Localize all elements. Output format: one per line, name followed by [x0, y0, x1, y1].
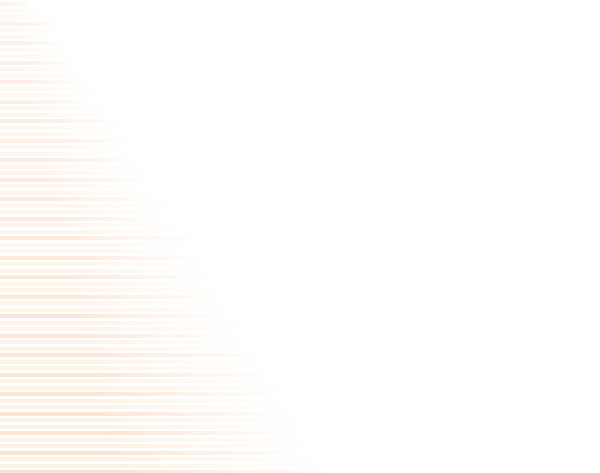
decorative-stripe	[0, 281, 206, 286]
decorative-stripe	[0, 294, 219, 299]
decorative-stripe	[0, 67, 72, 71]
decorative-stripe	[0, 392, 281, 396]
decorative-stripe	[0, 411, 289, 416]
decorative-stripe	[0, 431, 297, 435]
decorative-stripe	[0, 151, 122, 156]
decorative-stripe	[0, 275, 211, 279]
decorative-stripe	[0, 15, 43, 19]
decorative-stripe	[0, 229, 177, 234]
decorative-stripe	[0, 314, 227, 318]
decorative-stripe	[0, 450, 305, 455]
decorative-stripe	[0, 418, 307, 422]
decorative-stripe	[0, 372, 273, 377]
decorative-stripe	[0, 106, 111, 110]
decorative-stripe	[0, 47, 64, 52]
decorative-stripe	[0, 197, 156, 201]
decorative-stripe	[0, 366, 255, 370]
decorative-stripe	[0, 333, 234, 338]
decorative-stripe	[0, 125, 119, 130]
decorative-stripe	[0, 398, 276, 403]
decorative-stripe	[0, 223, 182, 227]
decorative-stripe	[0, 242, 190, 247]
decorative-stripe	[0, 262, 198, 266]
decorative-stripe	[0, 2, 30, 6]
decorative-stripe	[0, 353, 265, 357]
decorative-stripe	[0, 444, 310, 448]
decorative-stripe	[0, 34, 51, 39]
decorative-stripe	[0, 359, 260, 364]
decorative-stripe	[0, 8, 48, 13]
decorative-stripe	[0, 379, 268, 383]
decorative-stripe	[0, 457, 323, 461]
decorative-stripe	[0, 268, 216, 273]
decorative-stripe	[0, 138, 132, 143]
decorative-stripe	[0, 424, 302, 429]
decorative-stripe	[0, 346, 247, 351]
decorative-stripe	[0, 301, 214, 305]
decorative-stripe	[0, 164, 135, 169]
decorative-stripe	[0, 93, 98, 97]
decorative-stripe	[0, 99, 93, 104]
decorative-stripe	[0, 463, 318, 468]
decorative-stripe	[0, 21, 61, 26]
decorative-stripe	[0, 236, 195, 240]
decorative-stripe	[0, 320, 245, 325]
decorative-stripe	[0, 249, 185, 253]
decorative-stripe	[0, 28, 56, 32]
decorative-stripe	[0, 470, 336, 473]
decorative-stripe	[0, 86, 103, 91]
decorative-stripe	[0, 158, 140, 162]
decorative-stripe	[0, 216, 164, 221]
decorative-stripe	[0, 54, 82, 58]
decorative-stripe	[0, 210, 169, 214]
decorative-stripe	[0, 288, 224, 292]
decorative-stripe	[0, 41, 69, 45]
decorative-stripe	[0, 145, 127, 149]
decorative-stripe	[0, 405, 294, 409]
decorative-stripe	[0, 119, 124, 123]
decorative-stripe	[0, 184, 143, 188]
decorative-stripe	[0, 171, 153, 175]
decorative-stripe	[0, 177, 148, 182]
decorative-stripe	[0, 73, 90, 78]
decorative-stripe	[0, 437, 315, 442]
decorative-stripe	[0, 307, 232, 312]
decorative-stripe	[0, 80, 85, 84]
decorative-stripe	[0, 60, 77, 65]
decorative-stripe	[0, 190, 161, 195]
decorative-stripe	[0, 112, 106, 117]
decorative-stripe	[0, 340, 252, 344]
decorative-stripe	[0, 255, 203, 260]
decorative-stripe	[0, 327, 239, 331]
decorative-stripe	[0, 132, 114, 136]
decorative-stripe	[0, 203, 174, 208]
decorative-stripe	[0, 385, 286, 390]
